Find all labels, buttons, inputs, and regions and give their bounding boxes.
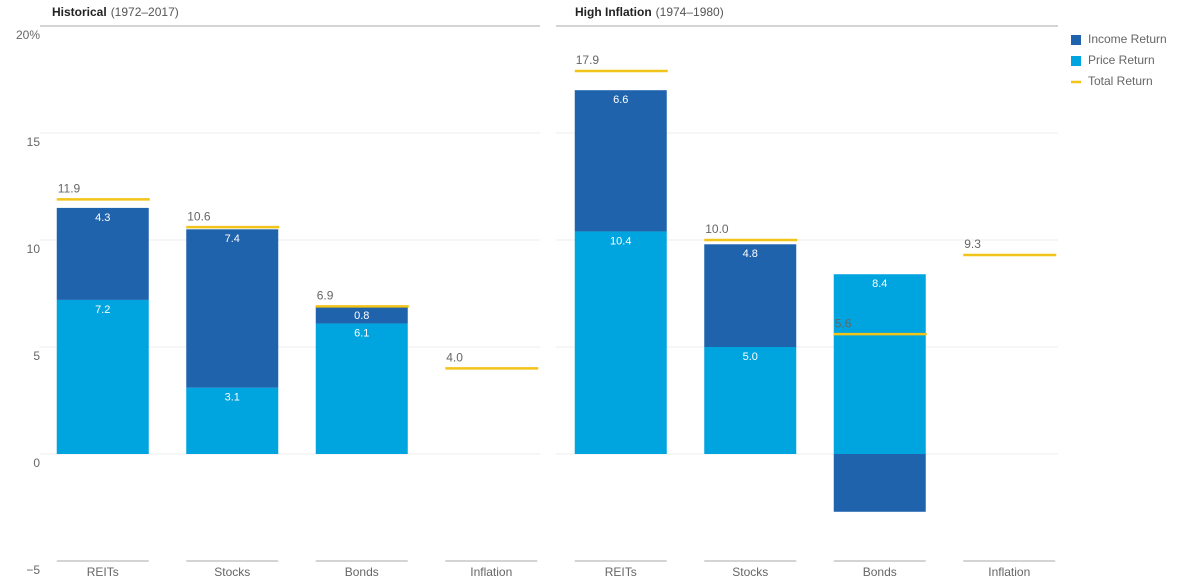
- data-label: 10.4: [610, 235, 631, 247]
- bar-segment: [56, 299, 149, 454]
- y-tick-label: 15: [27, 135, 41, 149]
- x-tick-label: Bonds: [345, 565, 379, 579]
- total-label: 6.9: [317, 289, 334, 303]
- bar-segment: [574, 90, 667, 232]
- legend-label: Income Return: [1088, 32, 1167, 46]
- total-label: 4.0: [446, 351, 463, 365]
- x-tick-label: Bonds: [863, 565, 897, 579]
- bar-segment: [56, 207, 149, 300]
- total-label: 17.9: [576, 53, 600, 67]
- title-text: Historical: [52, 5, 107, 19]
- legend-swatch: [1071, 35, 1081, 45]
- legend-swatch: [1071, 56, 1081, 66]
- data-label: 5.0: [743, 351, 758, 363]
- subtitle-text: (1974–1980): [656, 5, 724, 19]
- x-tick-label: REITs: [605, 565, 637, 579]
- x-tick-label: Inflation: [988, 565, 1030, 579]
- x-tick-label: Stocks: [732, 565, 768, 579]
- bar-segment: [833, 274, 926, 454]
- subtitle-text: (1972–2017): [111, 5, 179, 19]
- data-label: 7.4: [225, 233, 240, 245]
- bar-segment: [315, 323, 408, 454]
- total-label: 5.6: [835, 316, 852, 330]
- total-label: 10.0: [705, 222, 729, 236]
- y-tick-label: 5: [33, 349, 40, 363]
- total-label: 11.9: [58, 182, 81, 196]
- data-label: 3.1: [225, 392, 240, 404]
- data-label: 6.6: [613, 94, 628, 106]
- data-label: 4.8: [743, 248, 758, 260]
- y-tick-label: 20%: [16, 28, 40, 42]
- bar-segment: [574, 231, 667, 454]
- bar-segment: [833, 454, 926, 512]
- x-tick-label: Inflation: [470, 565, 512, 579]
- data-label: 4.3: [95, 212, 110, 224]
- data-label: 8.4: [872, 278, 887, 290]
- legend-label: Price Return: [1088, 53, 1155, 67]
- title-text: High Inflation: [575, 5, 652, 19]
- x-tick-label: Stocks: [214, 565, 250, 579]
- panel-title: High Inflation (1974–1980): [575, 5, 724, 19]
- total-label: 10.6: [187, 209, 211, 223]
- bar-segment: [315, 306, 408, 324]
- total-label: 9.3: [964, 237, 981, 251]
- data-label: 6.1: [354, 327, 369, 339]
- y-tick-label: 10: [27, 242, 41, 256]
- data-label: 7.2: [95, 304, 110, 316]
- y-tick-label: 0: [33, 456, 40, 470]
- bar-segment: [704, 244, 797, 347]
- x-tick-label: REITs: [87, 565, 119, 579]
- y-tick-label: −5: [26, 563, 40, 577]
- data-label: 0.8: [354, 310, 369, 322]
- panel-title: Historical (1972–2017): [52, 5, 179, 19]
- bar-segment: [704, 347, 797, 454]
- legend-label: Total Return: [1088, 74, 1153, 88]
- bar-segment: [186, 387, 279, 454]
- bar-segment: [186, 229, 279, 388]
